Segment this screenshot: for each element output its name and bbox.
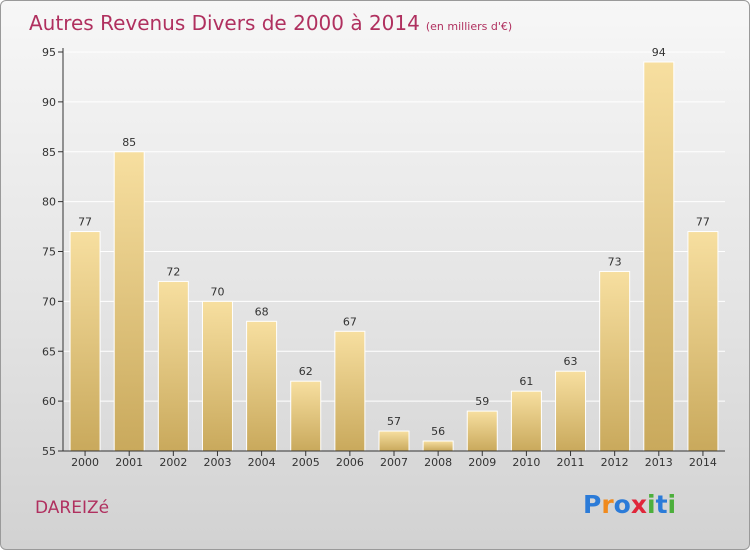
data-label: 68	[255, 305, 269, 318]
data-label: 72	[166, 265, 180, 278]
logo-letter: x	[630, 490, 647, 519]
y-tick-label: 70	[42, 295, 56, 308]
logo-letter: r	[601, 490, 614, 519]
x-tick-label: 2012	[601, 456, 629, 469]
data-label: 77	[78, 216, 92, 229]
data-label: 67	[343, 315, 357, 328]
x-tick-label: 2014	[689, 456, 717, 469]
x-tick-label: 2006	[336, 456, 364, 469]
logo-letter: i	[647, 490, 656, 519]
y-tick-label: 65	[42, 345, 56, 358]
data-label: 57	[387, 415, 401, 428]
bar	[69, 231, 101, 452]
y-tick-label: 90	[42, 96, 56, 109]
data-label: 63	[564, 355, 578, 368]
x-tick-label: 2008	[424, 456, 452, 469]
x-tick-label: 2002	[159, 456, 187, 469]
bar	[643, 61, 675, 452]
y-tick-label: 95	[42, 46, 56, 59]
bar	[290, 380, 322, 452]
bar	[466, 410, 498, 452]
proxiti-logo: Proxiti	[583, 490, 676, 519]
data-label: 77	[696, 216, 710, 229]
x-tick-label: 2013	[645, 456, 673, 469]
bar	[599, 270, 631, 452]
x-tick-label: 2003	[203, 456, 231, 469]
x-tick-label: 2005	[292, 456, 320, 469]
logo-letter: P	[583, 490, 602, 519]
y-tick-label: 75	[42, 246, 56, 259]
bar	[201, 300, 233, 452]
chart-unit: (en milliers d'€)	[425, 20, 513, 33]
chart-title: Autres Revenus Divers de 2000 à 2014 (en …	[29, 11, 512, 35]
y-tick-label: 60	[42, 395, 56, 408]
x-tick-label: 2004	[248, 456, 276, 469]
data-label: 70	[210, 285, 224, 298]
logo-letter: i	[667, 490, 677, 519]
data-label: 61	[519, 375, 533, 388]
x-tick-label: 2001	[115, 456, 143, 469]
y-tick-label: 85	[42, 146, 56, 159]
logo-letter: t	[655, 490, 668, 519]
y-tick-label: 80	[42, 196, 56, 209]
data-label: 59	[475, 395, 489, 408]
x-tick-label: 2009	[468, 456, 496, 469]
place-name: DAREIZé	[35, 498, 110, 518]
bar	[334, 330, 366, 452]
bar	[246, 320, 278, 452]
bar	[157, 280, 189, 452]
axes: 55 60 65 70 75 80 85 90 95 2000 2001 2002 2003 2004 20…	[42, 46, 725, 469]
data-label: 73	[608, 255, 622, 268]
bar	[113, 151, 145, 452]
x-tick-label: 2007	[380, 456, 408, 469]
y-tick-label: 55	[42, 445, 56, 458]
x-tick-label: 2000	[71, 456, 99, 469]
bar	[378, 430, 410, 452]
data-label: 94	[652, 46, 666, 59]
logo-letter: o	[613, 490, 631, 519]
x-tick-label: 2011	[557, 456, 585, 469]
data-label: 62	[299, 365, 313, 378]
chart-title-text: Autres Revenus Divers de 2000 à 2014	[29, 11, 420, 35]
data-label: 56	[431, 425, 445, 438]
x-tick-label: 2010	[512, 456, 540, 469]
bar	[555, 370, 587, 452]
bar	[422, 440, 454, 452]
bar	[510, 390, 542, 452]
bar	[687, 231, 719, 452]
bars: 77 85 72 70 68 62 67 57 56 59 61 63 73 94 77	[69, 46, 719, 452]
data-label: 85	[122, 136, 136, 149]
